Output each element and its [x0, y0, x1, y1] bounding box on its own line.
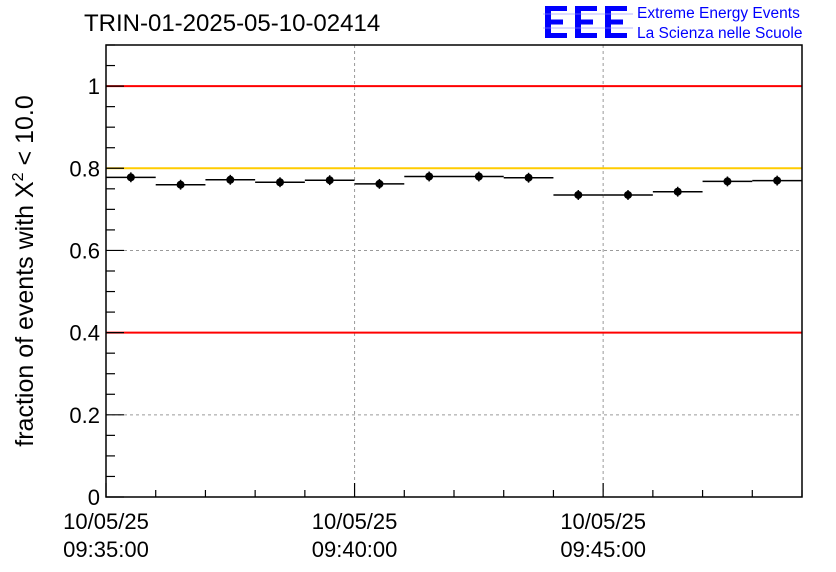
- data-point: [752, 175, 802, 186]
- y-axis-label-group: fraction of events with X2 < 10.0: [10, 95, 39, 446]
- data-point: [354, 178, 405, 189]
- reference-lines: [106, 85, 802, 334]
- logo-line-1: Extreme Energy Events: [637, 5, 800, 22]
- point-marker: [375, 179, 384, 188]
- y-axis-label: fraction of events with X2 < 10.0: [10, 95, 39, 446]
- x-tick-label-time: 09:40:00: [312, 537, 398, 562]
- point-marker: [524, 173, 533, 182]
- point-marker: [773, 176, 782, 185]
- point-marker: [276, 178, 284, 187]
- data-point: [155, 179, 206, 190]
- x-tick-label-time: 09:35:00: [63, 537, 149, 562]
- point-marker: [176, 180, 185, 189]
- plot-frame: [105, 44, 803, 498]
- point-marker: [126, 173, 135, 182]
- eee-logo-icon: [543, 6, 633, 38]
- y-tick-label: 0.8: [69, 156, 100, 181]
- data-point: [404, 171, 454, 182]
- data-point: [454, 171, 504, 182]
- y-tick-label: 0.6: [69, 238, 100, 263]
- x-tick-label-date: 10/05/25: [312, 509, 398, 534]
- data-point: [304, 175, 355, 186]
- point-marker: [425, 172, 434, 181]
- data-point: [106, 172, 156, 183]
- data-point: [255, 177, 305, 188]
- x-tick-label-time: 09:45:00: [560, 537, 646, 562]
- x-tick-label-date: 10/05/25: [560, 509, 646, 534]
- y-tick-label: 0.2: [69, 403, 100, 428]
- data-point: [205, 174, 256, 185]
- axis-ticks: 0 0.2 0.4 0.6 0.8 1 10/05/25 09:35:00 10/05/25 09…: [63, 44, 803, 562]
- y-tick-label: 0.4: [69, 321, 100, 346]
- data-points: [106, 171, 802, 200]
- point-marker: [574, 190, 583, 199]
- data-point: [503, 172, 554, 183]
- data-point: [702, 176, 753, 187]
- grid-lines: [106, 45, 802, 497]
- point-marker: [624, 190, 632, 199]
- y-tick-label: 0: [88, 485, 100, 510]
- x-tick-label-date: 10/05/25: [63, 509, 149, 534]
- data-point: [603, 190, 653, 200]
- point-marker: [474, 172, 483, 181]
- chart-title: TRIN-01-2025-05-10-02414: [84, 10, 381, 37]
- logo-line-2: La Scienza nelle Scuole: [637, 25, 803, 42]
- data-point: [553, 190, 604, 200]
- logo-text: Extreme Energy Events La Scienza nelle S…: [637, 4, 802, 44]
- point-marker: [673, 187, 682, 196]
- point-marker: [325, 176, 334, 185]
- data-point: [652, 186, 703, 197]
- y-tick-label: 1: [88, 74, 100, 99]
- point-marker: [723, 177, 732, 186]
- point-marker: [226, 175, 235, 184]
